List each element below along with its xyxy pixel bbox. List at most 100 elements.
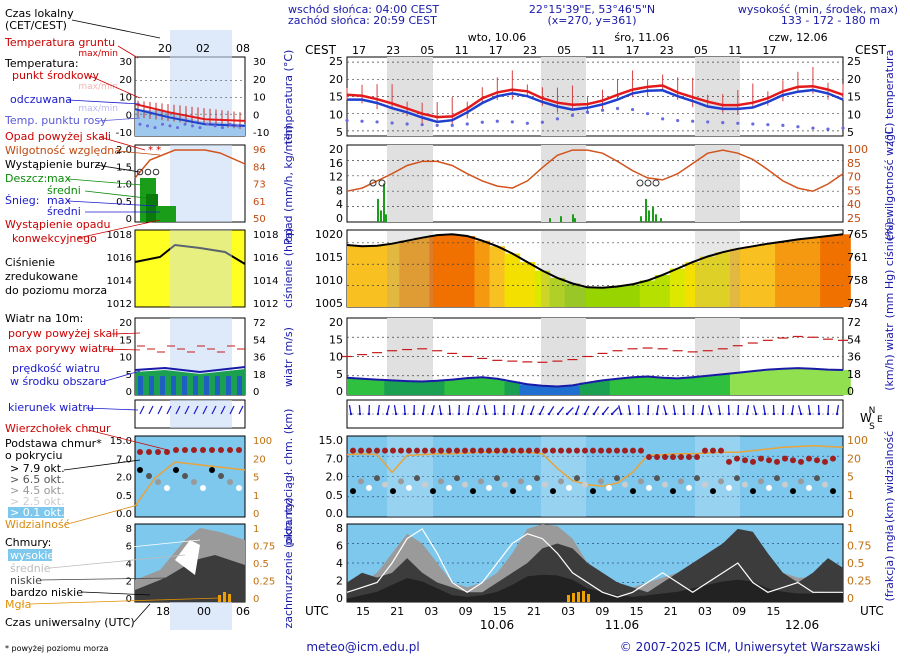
- wind-arrow: [717, 405, 721, 415]
- wind-arrow-base: [817, 412, 821, 416]
- rain-bar: [383, 183, 385, 222]
- wind-arrow-base: [835, 412, 839, 416]
- night-band: [541, 230, 586, 307]
- top-hour-label: 17: [352, 44, 366, 57]
- rain-bar: [377, 198, 379, 222]
- cloud-top-dot: [598, 447, 604, 454]
- cloud-base-dot: [726, 484, 732, 491]
- dew-point-dot: [345, 118, 349, 123]
- wind-arrow: [422, 404, 425, 415]
- gust-above-label: poryw powyżej skali: [8, 327, 118, 340]
- mini-wind-arrow: [148, 405, 154, 415]
- fog-y-label-right: (frakcja) mgła: [883, 525, 896, 602]
- wind-arrow-base: [457, 412, 461, 416]
- cloud-base-dot: [574, 475, 580, 482]
- wind-arrow-base: [538, 412, 542, 416]
- cloud-base-dot: [510, 488, 516, 495]
- cloud-base-dot: [774, 475, 780, 482]
- press-left-tick: 1015: [315, 251, 343, 264]
- temperature-label: Temperatura:: [4, 57, 79, 70]
- cloud-base-dot: [542, 481, 548, 488]
- cloud-top-dot: [646, 454, 652, 461]
- dew-point-dot: [375, 120, 379, 124]
- wind-arrow: [602, 406, 610, 415]
- wind-column: [639, 376, 656, 395]
- cloud-top-dot: [374, 447, 380, 454]
- bottom-hour-label: 15: [766, 605, 780, 618]
- cloud-base-dot: [526, 484, 532, 491]
- cloud-base-dot: [758, 478, 764, 485]
- wind-right-tick: 36: [847, 351, 861, 364]
- wind-arrow-base: [610, 412, 614, 416]
- wind-column: [399, 381, 415, 395]
- pressure-column: [399, 240, 415, 307]
- wind-column: [624, 377, 641, 395]
- cloud-right-tick: 20: [847, 452, 861, 465]
- rain-bar: [660, 218, 662, 222]
- cloud-top-dot: [630, 447, 636, 454]
- prec-left-tick: 12: [329, 171, 343, 184]
- legend-connector: [89, 75, 141, 99]
- dew-point-dot: [796, 125, 800, 129]
- cest-label-right: CEST: [855, 43, 887, 57]
- top-hour-label: 23: [523, 44, 537, 57]
- contact-email[interactable]: meteo@icm.edu.pl: [306, 640, 419, 654]
- high-clouds-label: wysokie: [10, 549, 54, 562]
- night-band: [695, 436, 740, 517]
- wind-column: [835, 369, 851, 395]
- prec-left-tick: 20: [329, 143, 343, 156]
- cloud-base-dot: [590, 488, 596, 495]
- wind-left-tick: 0: [336, 385, 343, 398]
- wind-arrow-base: [376, 412, 380, 416]
- cloud-base-dot: [406, 484, 412, 491]
- legend-connector: [71, 19, 161, 39]
- wind-arrow-base: [529, 412, 533, 416]
- bottom-hour-label: 21: [390, 605, 404, 618]
- cloud-top-dot: [502, 447, 508, 454]
- rain-max-label: max: [47, 172, 71, 185]
- wind-arrow: [656, 405, 660, 415]
- cloud-base-dot: [734, 475, 740, 482]
- dew-point-dot: [420, 123, 424, 127]
- utc-label-main-right: UTC: [860, 604, 884, 618]
- bottom-hour-label: 09: [732, 605, 746, 618]
- mid-point-label: punkt środkowy: [12, 69, 100, 82]
- wind-arrow-base: [403, 412, 407, 416]
- pressure-column: [429, 235, 445, 307]
- wind-arrow-base: [727, 412, 731, 416]
- coverage-5-swatch: [8, 507, 64, 518]
- humidity-line: [346, 149, 844, 192]
- temp-left-tick: 10: [329, 108, 343, 121]
- mini-utc-tick: 06: [236, 605, 250, 618]
- cloud-top-dot: [390, 447, 396, 454]
- visibility-y-label-right: (km) widzialność: [883, 431, 896, 523]
- mini-prec-right-tick: 61: [253, 197, 266, 208]
- prec-left-tick: 4: [336, 198, 343, 211]
- wind-arrow: [618, 405, 622, 415]
- mini-prec-right-tick: 73: [253, 180, 266, 191]
- cloud-top-dot: [510, 447, 516, 454]
- mini-cloud-top-dot: [200, 447, 206, 453]
- cloud-top-dot: [766, 457, 772, 464]
- mini-day-band: [170, 400, 232, 428]
- dew-point-dot: [766, 123, 770, 127]
- altitude-values: 133 - 172 - 180 m: [781, 14, 880, 27]
- press-y-label-right: (mm Hg) ciśnienie: [883, 217, 896, 318]
- wind-arrow-base: [430, 412, 434, 416]
- wind-arrow-base: [520, 412, 524, 416]
- cov-right-tick: 0.75: [847, 540, 872, 553]
- cloud-base-dot: [766, 484, 772, 491]
- wind-column: [549, 386, 566, 395]
- mini-wind-low: [171, 376, 176, 395]
- cloud-top-dot: [398, 447, 404, 454]
- storm-marker: [652, 179, 660, 187]
- cloud-top-dot: [638, 447, 644, 454]
- wind-left-tick: 20: [329, 316, 343, 329]
- wind-arrow-base: [583, 412, 587, 416]
- mini-low-cloud: [135, 555, 245, 602]
- wind-arrow-base: [412, 412, 416, 416]
- mini-prec-left-tick: 0.5: [116, 197, 132, 208]
- mini-wind-low: [149, 376, 154, 395]
- mini-wind-low: [204, 376, 209, 395]
- mini-cov-left-tick: 8: [126, 524, 132, 535]
